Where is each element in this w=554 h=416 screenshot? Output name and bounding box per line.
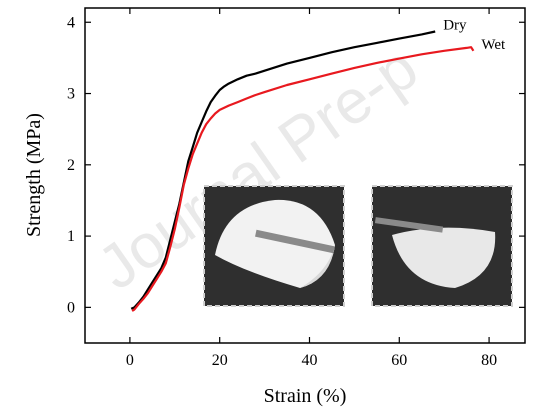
series-line-wet (131, 46, 475, 312)
y-axis-title: Strength (MPa) (23, 113, 45, 237)
x-tick-label: 40 (301, 352, 317, 369)
x-axis-title: Strain (%) (264, 385, 347, 407)
y-axis-ticks: 0 1 2 3 4 (67, 14, 525, 316)
dry-membrane-photo (203, 185, 345, 307)
series-line-dry (130, 30, 436, 310)
series-labels: Dry Wet (443, 18, 506, 53)
y-tick-label: 0 (67, 299, 75, 316)
x-tick-label: 80 (481, 352, 497, 369)
x-axis-ticks: 0 20 40 60 80 (126, 8, 497, 369)
y-tick-label: 4 (67, 14, 75, 31)
wet-membrane-photo (371, 185, 513, 307)
series-label-dry: Dry (443, 18, 467, 34)
x-tick-label: 60 (391, 352, 407, 369)
y-tick-label: 1 (67, 228, 75, 245)
series-label-wet: Wet (481, 37, 506, 53)
y-tick-label: 2 (67, 157, 75, 174)
series-layer (130, 30, 475, 312)
y-tick-label: 3 (67, 86, 75, 103)
x-tick-label: 0 (126, 352, 134, 369)
x-tick-label: 20 (212, 352, 228, 369)
plot-frame (84, 7, 526, 344)
